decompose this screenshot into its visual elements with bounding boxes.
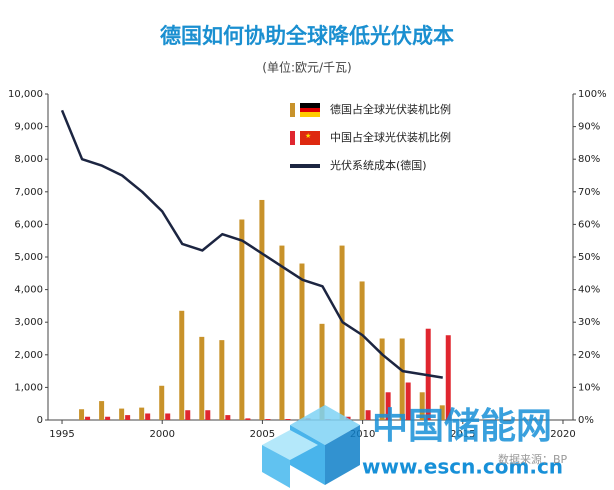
line	[60, 109, 443, 379]
bar	[199, 336, 205, 420]
flag	[300, 103, 320, 108]
legend: ★ 德国占全球光伏装机比例 中国占全球光伏装机比例 光伏系统成本(德国)	[290, 102, 451, 172]
bar	[319, 323, 325, 420]
legend-label: 德国占全球光伏装机比例	[330, 102, 451, 116]
x-tick-label: 2010	[350, 429, 375, 440]
bar	[265, 419, 271, 420]
bar	[379, 338, 385, 420]
bar	[219, 340, 225, 420]
flag-star: ★	[305, 132, 311, 140]
y2-tick-label: 80%	[578, 154, 600, 165]
x-tick-label: 2005	[250, 429, 275, 440]
bar	[385, 392, 391, 420]
bar	[139, 407, 145, 420]
y-tick-label: 8,000	[14, 154, 43, 165]
watermark-url: www.escn.com.cn	[362, 455, 563, 479]
flag	[300, 108, 320, 112]
y-tick-label: 3,000	[14, 317, 43, 328]
bar	[105, 416, 111, 420]
y2-tick-label: 100%	[578, 89, 607, 100]
x-tick-label: 2020	[550, 429, 575, 440]
y2-tick-label: 60%	[578, 219, 600, 230]
y-tick-label: 2,000	[14, 350, 43, 361]
y2-tick-label: 50%	[578, 252, 600, 263]
y2-tick-label: 40%	[578, 285, 600, 296]
bar	[85, 416, 91, 420]
legend-swatch	[290, 103, 295, 117]
bar	[205, 410, 211, 420]
bar	[245, 418, 251, 420]
bar	[79, 409, 85, 420]
y-tick-label: 9,000	[14, 122, 43, 133]
bar	[145, 413, 151, 420]
bar	[125, 415, 131, 420]
x-tick-label: 2000	[149, 429, 174, 440]
bar	[259, 199, 265, 420]
y-tick-label: 1,000	[14, 382, 43, 393]
bar	[165, 413, 171, 420]
chart-subtitle: (单位:欧元/千瓦)	[262, 60, 351, 75]
y-tick-label: 6,000	[14, 219, 43, 230]
bar	[365, 410, 371, 420]
bar	[405, 382, 411, 420]
bar	[439, 405, 445, 420]
chart-title: 德国如何协助全球降低光伏成本	[160, 24, 454, 48]
bar	[99, 401, 105, 420]
bar	[339, 245, 345, 420]
y2-tick-label: 20%	[578, 350, 600, 361]
y-tick-label: 7,000	[14, 187, 43, 198]
y-tick-label: 5,000	[14, 252, 43, 263]
y2-tick-label: 0%	[578, 415, 594, 426]
bar	[285, 419, 291, 420]
y2-tick-label: 70%	[578, 187, 600, 198]
legend-swatch	[290, 131, 295, 145]
bar	[299, 263, 305, 420]
bar	[159, 385, 165, 420]
bar	[185, 410, 191, 420]
bar	[399, 338, 405, 420]
x-tick-label: 1995	[49, 429, 74, 440]
y-tick-label: 10,000	[8, 89, 43, 100]
watermark-logo	[262, 405, 360, 488]
legend-label: 光伏系统成本(德国)	[330, 158, 427, 172]
bar	[419, 392, 425, 420]
y2-tick-label: 30%	[578, 317, 600, 328]
flag	[300, 112, 320, 117]
bar	[359, 281, 365, 420]
bar	[179, 310, 185, 420]
y2-tick-label: 10%	[578, 382, 600, 393]
legend-label: 中国占全球光伏装机比例	[330, 130, 451, 144]
source: 数据来源：BP	[498, 452, 568, 466]
bar	[279, 245, 285, 420]
flag	[300, 131, 320, 145]
y-tick-label: 0	[37, 415, 43, 426]
bar	[119, 408, 125, 420]
x-tick-label: 2015	[450, 429, 475, 440]
y2-tick-label: 90%	[578, 122, 600, 133]
bar	[239, 219, 245, 420]
bar	[445, 335, 451, 420]
bar	[225, 415, 231, 420]
y-tick-label: 4,000	[14, 285, 43, 296]
watermark-text: 中国储能网	[372, 406, 552, 447]
